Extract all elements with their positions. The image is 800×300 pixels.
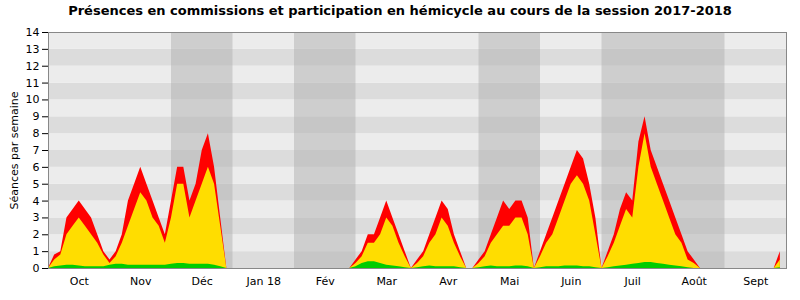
svg-text:0: 0 — [33, 262, 40, 275]
svg-text:Jan 18: Jan 18 — [246, 275, 281, 288]
svg-text:4: 4 — [33, 195, 40, 208]
svg-text:6: 6 — [33, 161, 40, 174]
svg-text:12: 12 — [26, 60, 40, 73]
svg-text:Juil: Juil — [624, 275, 641, 288]
svg-text:14: 14 — [26, 26, 40, 39]
svg-text:10: 10 — [26, 93, 40, 106]
svg-text:Mai: Mai — [500, 275, 519, 288]
svg-text:3: 3 — [33, 211, 40, 224]
svg-text:8: 8 — [33, 127, 40, 140]
svg-text:Juin: Juin — [560, 275, 581, 288]
svg-text:Août: Août — [682, 275, 708, 288]
svg-text:1: 1 — [33, 245, 40, 258]
svg-text:13: 13 — [26, 43, 40, 56]
svg-text:11: 11 — [26, 77, 40, 90]
svg-text:7: 7 — [33, 144, 40, 157]
svg-text:Séances par semaine: Séances par semaine — [8, 91, 21, 209]
svg-text:5: 5 — [33, 178, 40, 191]
svg-text:Déc: Déc — [192, 275, 213, 288]
svg-text:Nov: Nov — [130, 275, 152, 288]
svg-text:Fév: Fév — [316, 275, 335, 288]
svg-text:Oct: Oct — [70, 275, 90, 288]
svg-text:Sept: Sept — [743, 275, 769, 288]
svg-text:2: 2 — [33, 228, 40, 241]
html-text:Présences en commissions et pa: Présences en commissions et participatio… — [68, 3, 732, 18]
svg-text:Mar: Mar — [376, 275, 397, 288]
svg-text:Avr: Avr — [439, 275, 457, 288]
svg-text:9: 9 — [33, 110, 40, 123]
